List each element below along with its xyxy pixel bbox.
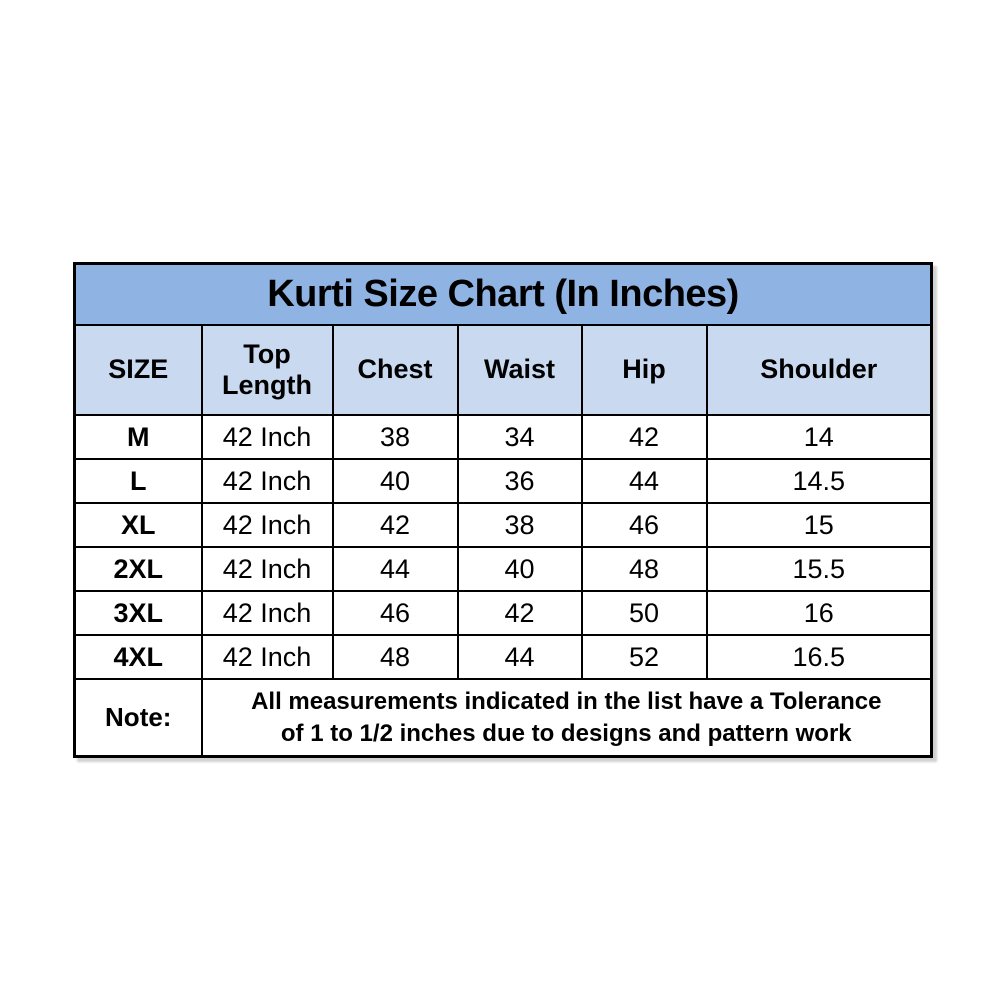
top-length-value: 42 Inch	[200, 414, 334, 460]
column-header-size: SIZE	[73, 324, 203, 416]
shoulder-value: 16.5	[705, 634, 933, 680]
waist-value: 36	[456, 458, 583, 504]
size-label: M	[73, 414, 203, 460]
note-text: All measurements indicated in the list h…	[200, 678, 933, 758]
shoulder-value: 14	[705, 414, 933, 460]
top-length-value: 42 Inch	[200, 502, 334, 548]
waist-value: 38	[456, 502, 583, 548]
note-line-2: of 1 to 1/2 inches due to designs and pa…	[280, 719, 852, 747]
chest-value: 44	[331, 546, 459, 592]
top-length-value: 42 Inch	[200, 634, 334, 680]
column-header-waist: Waist	[456, 324, 583, 416]
title-row: Kurti Size Chart (In Inches)	[73, 262, 933, 326]
chart-title: Kurti Size Chart (In Inches)	[73, 262, 933, 326]
size-label: L	[73, 458, 203, 504]
note-label: Note:	[73, 678, 203, 758]
waist-value: 40	[456, 546, 583, 592]
hip-value: 46	[580, 502, 708, 548]
waist-value: 42	[456, 590, 583, 636]
size-label: XL	[73, 502, 203, 548]
chest-value: 48	[331, 634, 459, 680]
top-length-value: 42 Inch	[200, 546, 334, 592]
chest-value: 42	[331, 502, 459, 548]
table-row-m: M 42 Inch 38 34 42 14	[73, 414, 933, 460]
column-header-shoulder: Shoulder	[705, 324, 933, 416]
header-row: SIZE Top Length Chest Waist Hip Shoulder	[73, 324, 933, 416]
size-label: 4XL	[73, 634, 203, 680]
column-header-top-length: Top Length	[200, 324, 334, 416]
table-row-xl: XL 42 Inch 42 38 46 15	[73, 502, 933, 548]
chest-value: 38	[331, 414, 459, 460]
waist-value: 44	[456, 634, 583, 680]
shoulder-value: 16	[705, 590, 933, 636]
hip-value: 50	[580, 590, 708, 636]
note-line-1: All measurements indicated in the list h…	[251, 688, 882, 716]
chest-value: 40	[331, 458, 459, 504]
size-label: 2XL	[73, 546, 203, 592]
shoulder-value: 14.5	[705, 458, 933, 504]
column-header-hip: Hip	[580, 324, 708, 416]
hip-value: 42	[580, 414, 708, 460]
column-header-chest: Chest	[331, 324, 459, 416]
shoulder-value: 15.5	[705, 546, 933, 592]
table-row-l: L 42 Inch 40 36 44 14.5	[73, 458, 933, 504]
top-length-value: 42 Inch	[200, 590, 334, 636]
hip-value: 48	[580, 546, 708, 592]
table-row-3xl: 3XL 42 Inch 46 42 50 16	[73, 590, 933, 636]
size-label: 3XL	[73, 590, 203, 636]
table-row-2xl: 2XL 42 Inch 44 40 48 15.5	[73, 546, 933, 592]
top-length-value: 42 Inch	[200, 458, 334, 504]
shoulder-value: 15	[705, 502, 933, 548]
chest-value: 46	[331, 590, 459, 636]
hip-value: 52	[580, 634, 708, 680]
waist-value: 34	[456, 414, 583, 460]
note-row: Note: All measurements indicated in the …	[73, 678, 933, 758]
hip-value: 44	[580, 458, 708, 504]
table-row-4xl: 4XL 42 Inch 48 44 52 16.5	[73, 634, 933, 680]
size-chart-table: Kurti Size Chart (In Inches) SIZE Top Le…	[73, 262, 934, 758]
